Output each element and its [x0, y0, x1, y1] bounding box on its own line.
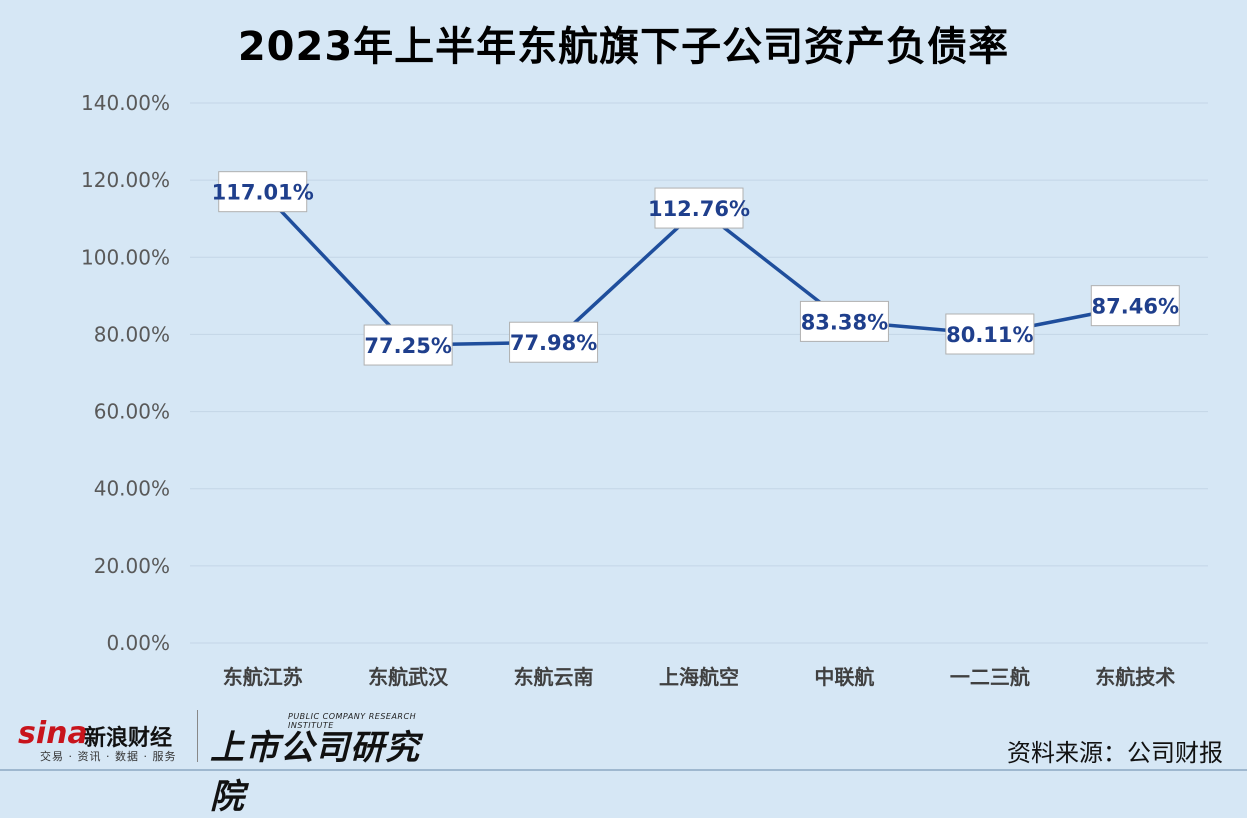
data-label-text: 77.98%: [510, 331, 597, 355]
sina-finance-logo: sina 新浪财经 交易 · 资讯 · 数据 · 服务: [18, 712, 198, 763]
x-tick-label: 东航江苏: [223, 665, 303, 689]
data-label: 83.38%: [799, 300, 889, 342]
source-note: 资料来源：公司财报: [1007, 739, 1223, 767]
data-label-box: [363, 324, 453, 366]
data-label-text: 77.25%: [364, 334, 451, 358]
footer-divider: [0, 769, 1247, 771]
institute-english-name: PUBLIC COMPANY RESEARCH INSTITUTE: [288, 712, 417, 730]
sina-finance-text: 新浪财经: [84, 726, 173, 751]
x-axis-ticks: 东航江苏 东航武汉 东航云南 上海航空 中联航 一二三航 东航技术: [223, 665, 1176, 689]
logo-divider: [197, 710, 198, 762]
y-tick-label: 80.00%: [94, 322, 170, 346]
x-tick-label: 一二三航: [950, 665, 1030, 689]
x-tick-label: 东航云南: [514, 665, 594, 689]
data-label-text: 83.38%: [801, 310, 888, 334]
data-label-text: 112.76%: [648, 197, 750, 221]
y-tick-label: 140.00%: [81, 91, 170, 115]
data-label-text: 80.11%: [946, 323, 1033, 347]
data-label-box: [654, 187, 744, 229]
gridlines: [190, 102, 1208, 644]
data-label-box: [799, 300, 889, 342]
y-tick-label: 120.00%: [81, 168, 170, 192]
data-label: 77.98%: [509, 321, 599, 363]
data-label: 80.11%: [945, 313, 1035, 355]
data-label: 117.01%: [212, 171, 314, 213]
y-tick-label: 40.00%: [94, 477, 170, 501]
research-institute-logo: PUBLIC COMPANY RESEARCH INSTITUTE 上市公司研究…: [210, 710, 450, 817]
x-tick-label: 中联航: [814, 665, 874, 689]
line-chart: 0.00% 20.00% 40.00% 60.00% 80.00% 100.00% 120.…: [81, 91, 1208, 689]
y-tick-label: 20.00%: [94, 554, 170, 578]
y-tick-label: 0.00%: [106, 631, 170, 655]
data-label-text: 87.46%: [1092, 295, 1179, 319]
x-tick-label: 上海航空: [659, 665, 739, 689]
data-label: 87.46%: [1090, 285, 1180, 327]
data-label-box: [218, 171, 308, 213]
sina-tagline: 交易 · 资讯 · 数据 · 服务: [40, 750, 177, 763]
x-tick-label: 东航武汉: [368, 665, 449, 689]
sina-wordmark: sina: [18, 716, 88, 751]
data-label-box: [945, 313, 1035, 355]
x-tick-label: 东航技术: [1095, 665, 1175, 689]
data-labels: 117.01% 77.25% 77.98% 112.76% 83.38% 80.11% 87…: [212, 171, 1180, 366]
y-tick-label: 60.00%: [94, 400, 170, 424]
data-label: 112.76%: [648, 187, 750, 229]
institute-chinese-name: 上市公司研究院: [210, 728, 420, 817]
data-label-text: 117.01%: [212, 181, 314, 205]
chart-title: 2023年上半年东航旗下子公司资产负债率: [237, 24, 1010, 70]
data-label-box: [1090, 285, 1180, 327]
data-label-box: [509, 321, 599, 363]
y-axis-ticks: 0.00% 20.00% 40.00% 60.00% 80.00% 100.00% 120.…: [81, 91, 170, 655]
data-label: 77.25%: [363, 324, 453, 366]
y-tick-label: 100.00%: [81, 245, 170, 269]
